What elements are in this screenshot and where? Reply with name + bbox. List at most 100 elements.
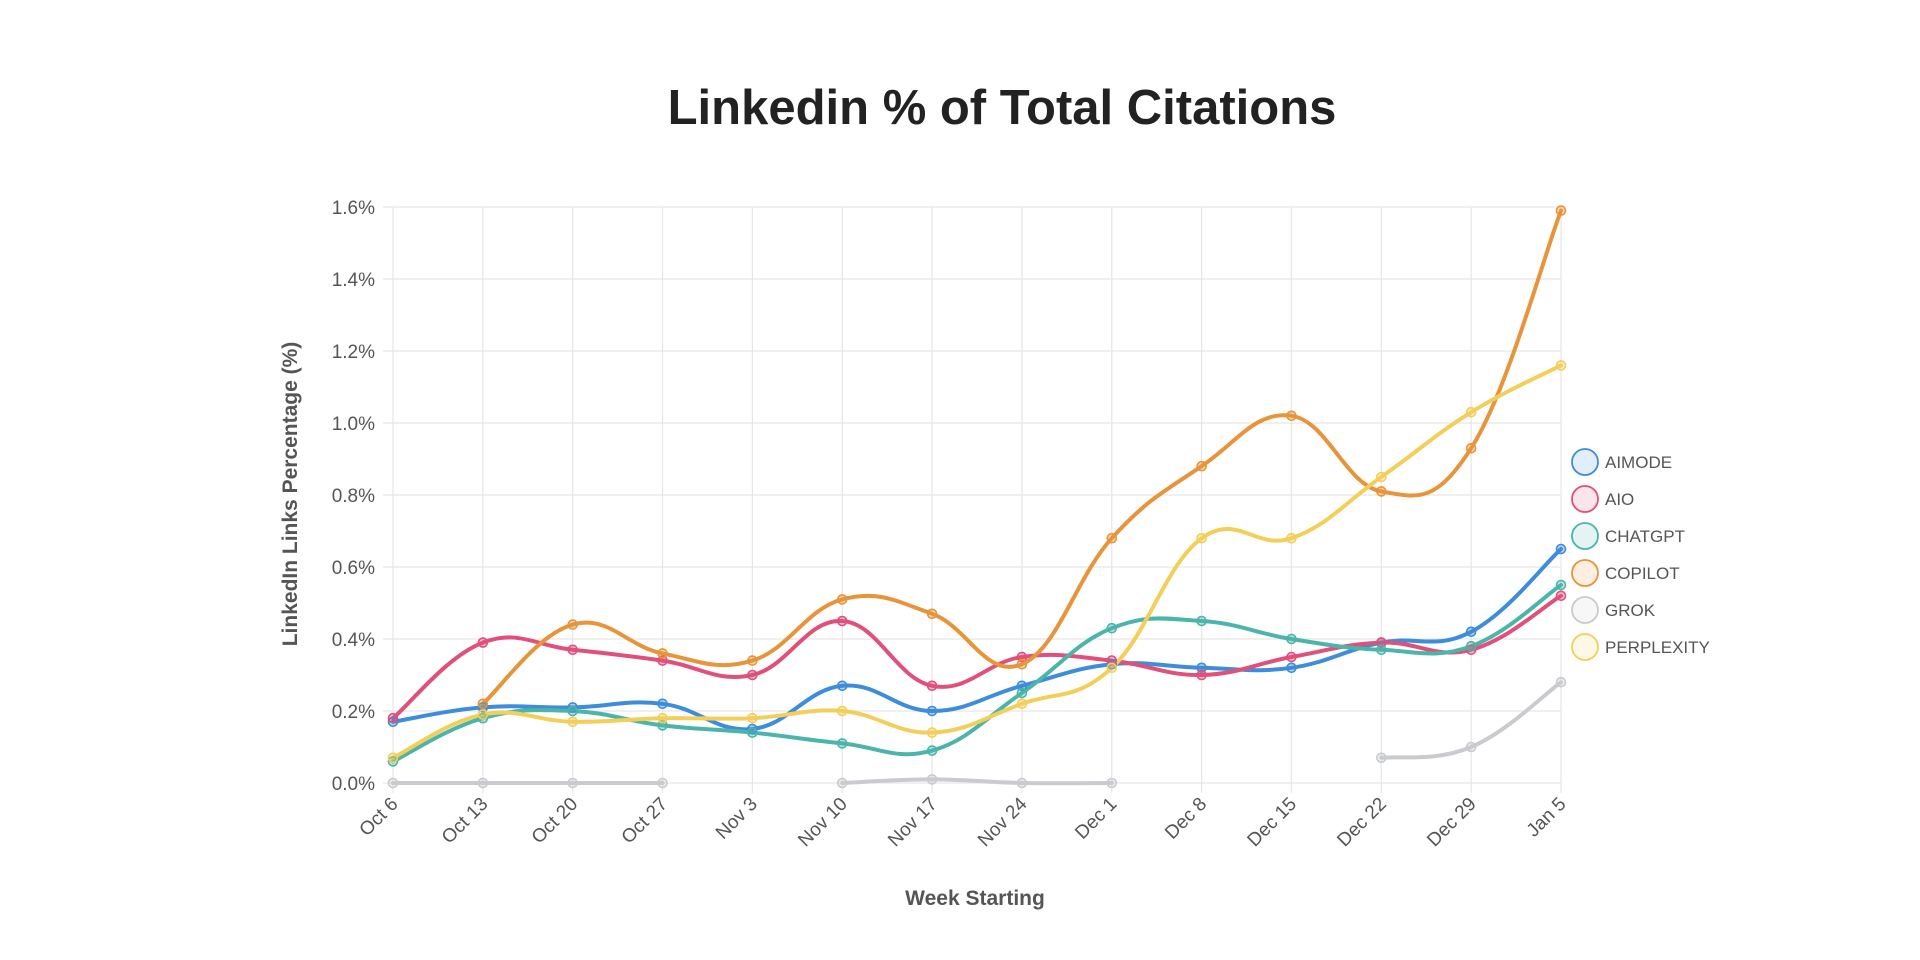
x-tick-label: Dec 8: [1161, 794, 1211, 844]
data-point-aimode: [747, 723, 758, 735]
legend-label-chatgpt: CHATGPT: [1605, 527, 1685, 546]
data-point-perplexity: [1106, 662, 1118, 674]
legend-label-aimode: AIMODE: [1605, 453, 1672, 472]
y-tick-label: 0.6%: [332, 558, 375, 579]
data-point-chatgpt: [836, 738, 848, 749]
legend-swatch-aio: [1571, 485, 1599, 513]
x-axis-title: Week Starting: [905, 887, 1045, 910]
legend-swatch-chatgpt: [1571, 522, 1599, 550]
series-line-grok: [840, 777, 1114, 786]
y-tick-label: 0.2%: [332, 702, 375, 723]
data-point-aimode: [567, 702, 578, 713]
data-point-grok: [657, 777, 668, 789]
data-point-aimode: [387, 716, 399, 728]
data-point-chatgpt: [926, 745, 938, 756]
data-point-chatgpt: [387, 756, 399, 767]
data-point-aimode: [477, 702, 489, 713]
data-point-chatgpt: [1376, 644, 1387, 656]
data-point-copilot: [477, 698, 489, 710]
x-tick-label: Oct 20: [528, 794, 582, 848]
data-point-copilot: [1196, 460, 1207, 472]
data-point-grok: [1016, 777, 1028, 789]
data-point-aio: [567, 644, 578, 656]
data-point-perplexity: [1555, 360, 1567, 371]
data-point-aio: [1106, 655, 1118, 666]
data-point-aio: [387, 712, 399, 724]
y-tick-label: 1.6%: [332, 198, 375, 219]
data-point-aimode: [657, 698, 668, 710]
legend-item-aio[interactable]: AIO: [1571, 485, 1634, 513]
grid: [383, 206, 1562, 793]
legend-label-copilot: COPILOT: [1605, 564, 1680, 583]
data-point-copilot: [1286, 410, 1297, 422]
legend[interactable]: AIMODE AIO CHATGPT COPILOT GROK PERPLEXITY: [1571, 448, 1710, 661]
x-tick-label: Dec 1: [1071, 794, 1121, 844]
x-tick-label: Jan 5: [1523, 794, 1571, 842]
data-point-copilot: [1106, 532, 1118, 544]
data-point-aimode: [1196, 662, 1207, 674]
y-tick-label: 0.8%: [332, 486, 375, 507]
data-point-chatgpt: [1465, 640, 1477, 652]
data-point-copilot: [1465, 442, 1477, 454]
x-tick-label: Dec 22: [1333, 794, 1390, 851]
legend-item-aimode[interactable]: AIMODE: [1571, 448, 1672, 476]
legend-swatch-perplexity: [1571, 633, 1599, 661]
series-points: [387, 205, 1567, 789]
data-point-aio: [1196, 669, 1207, 681]
data-point-aimode: [836, 680, 848, 692]
data-point-chatgpt: [1286, 633, 1297, 645]
legend-label-aio: AIO: [1605, 490, 1634, 509]
data-point-chatgpt: [1196, 615, 1207, 627]
data-point-grok: [1106, 777, 1118, 789]
data-point-copilot: [657, 648, 668, 659]
data-point-chatgpt: [1016, 687, 1028, 699]
data-point-perplexity: [387, 752, 399, 764]
legend-item-chatgpt[interactable]: CHATGPT: [1571, 522, 1685, 550]
data-point-copilot: [747, 655, 758, 666]
series-line-perplexity: [391, 363, 1563, 760]
data-point-aimode: [1555, 543, 1567, 555]
data-point-aio: [1016, 651, 1028, 663]
data-point-perplexity: [477, 709, 489, 720]
data-point-aimode: [1465, 626, 1477, 638]
axes: 0.0% 0.2% 0.4% 0.6% 0.8% 1.0% 1.2% 1.4% 1.6% Oct …: [332, 198, 1571, 851]
series-line-aio: [391, 593, 1563, 721]
data-point-aio: [1555, 590, 1567, 602]
data-point-perplexity: [1016, 698, 1028, 710]
data-point-copilot: [1555, 205, 1567, 216]
legend-label-grok: GROK: [1605, 601, 1656, 620]
data-point-copilot: [1376, 486, 1387, 497]
data-point-aimode: [926, 705, 938, 717]
data-point-perplexity: [1465, 406, 1477, 418]
x-tick-label: Nov 3: [712, 794, 762, 844]
data-point-copilot: [836, 594, 848, 605]
series-lines: [391, 208, 1563, 786]
legend-item-grok[interactable]: GROK: [1571, 596, 1656, 624]
series-line-grok: [1379, 680, 1563, 760]
data-point-copilot: [926, 608, 938, 620]
x-tick-label: Dec 15: [1244, 794, 1301, 851]
data-point-perplexity: [926, 727, 938, 738]
data-point-grok: [387, 777, 399, 789]
data-point-perplexity: [836, 705, 848, 717]
y-axis-title: LinkedIn Links Percentage (%): [279, 342, 302, 647]
data-point-perplexity: [1196, 532, 1207, 544]
x-tick-label: Nov 10: [794, 794, 851, 851]
series-line-copilot: [480, 208, 1563, 706]
y-tick-label: 1.2%: [332, 342, 375, 363]
data-point-chatgpt: [657, 720, 668, 731]
x-tick-label: Nov 24: [974, 793, 1032, 851]
data-point-aio: [657, 655, 668, 666]
legend-item-copilot[interactable]: COPILOT: [1571, 559, 1680, 587]
data-point-aio: [747, 669, 758, 681]
data-point-perplexity: [1286, 532, 1297, 544]
data-point-chatgpt: [477, 712, 489, 724]
data-point-grok: [926, 774, 938, 785]
data-point-perplexity: [1376, 471, 1387, 483]
data-point-aio: [926, 680, 938, 692]
data-point-aio: [477, 637, 489, 648]
y-tick-label: 1.0%: [332, 414, 375, 435]
data-point-chatgpt: [1555, 579, 1567, 591]
legend-item-perplexity[interactable]: PERPLEXITY: [1571, 633, 1710, 661]
